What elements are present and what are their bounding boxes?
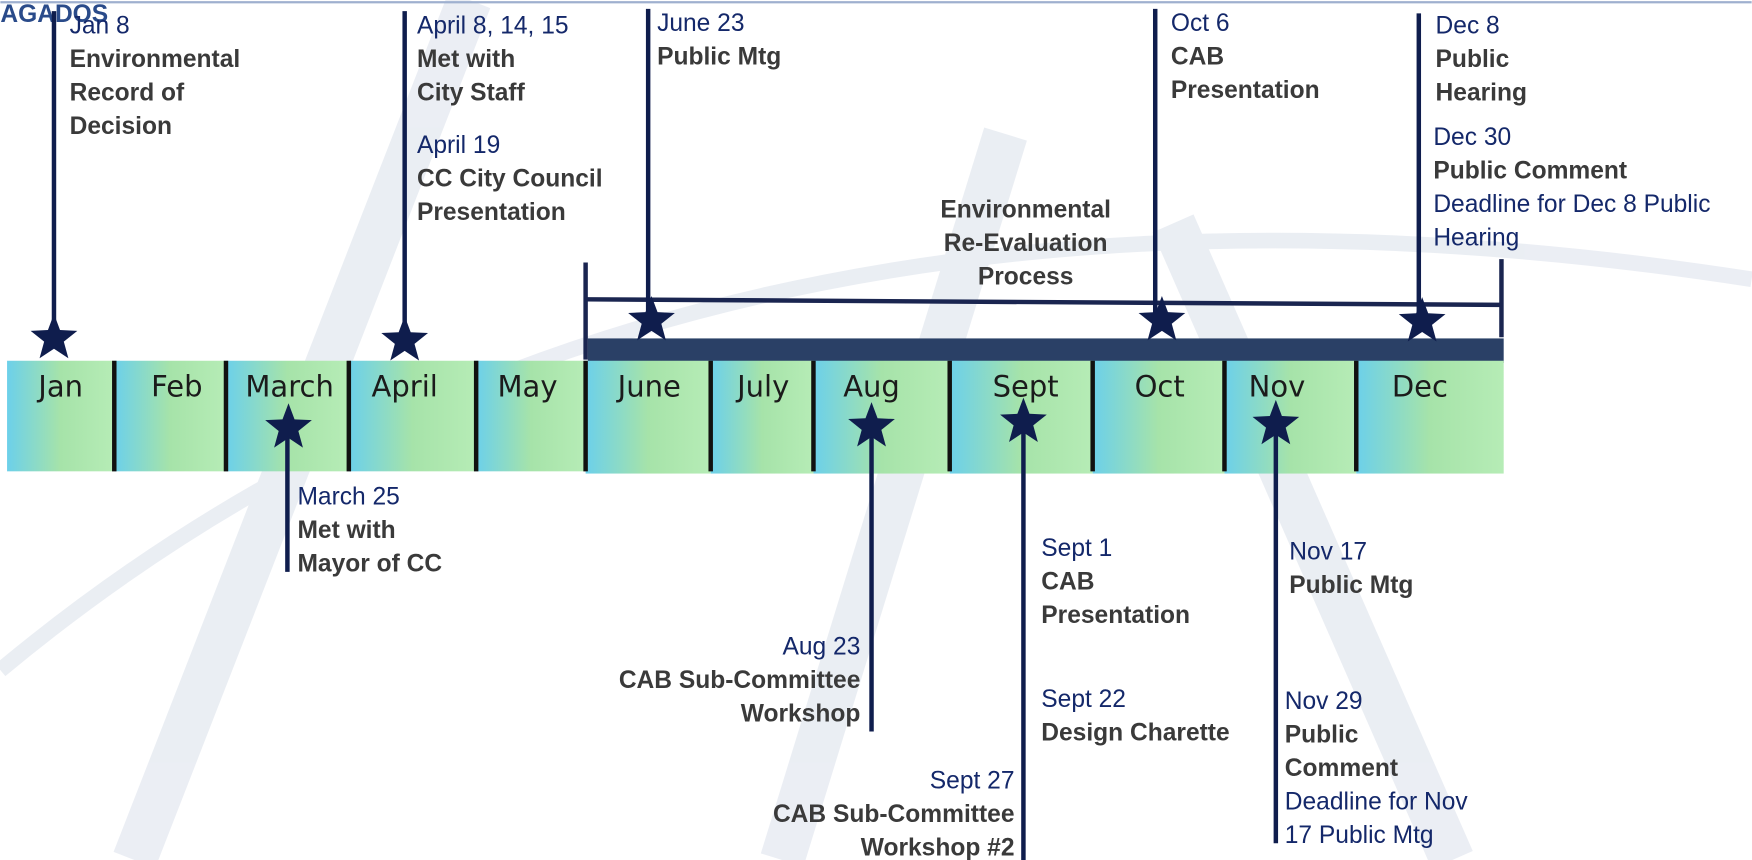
event-title: Presentation — [1171, 77, 1320, 104]
milestone-star — [381, 316, 428, 360]
event-date: Dec 30 — [1433, 124, 1511, 151]
month-label: June — [616, 370, 681, 404]
milestone-star — [31, 314, 78, 358]
event-date: Oct 6 — [1171, 10, 1230, 37]
event-title: CAB — [1171, 44, 1224, 71]
month-label: May — [498, 370, 558, 404]
event-note: Deadline for Dec 8 Public — [1433, 191, 1710, 218]
month-label: April — [372, 370, 438, 404]
process-label: Process — [978, 264, 1074, 291]
event-date: April 19 — [417, 132, 500, 159]
event-title: Met with — [417, 46, 515, 73]
event-date: Sept 27 — [930, 767, 1015, 794]
event-date: Sept 22 — [1041, 686, 1126, 713]
event-title: Mayor of CC — [297, 551, 442, 578]
event-title: CAB Sub-Committee — [773, 801, 1015, 828]
process-label: Environmental — [940, 197, 1111, 224]
month-label: Feb — [151, 370, 202, 404]
event-title: Presentation — [1041, 602, 1190, 629]
month-label: July — [735, 370, 789, 404]
event-note: Deadline for Nov — [1285, 789, 1469, 816]
event-date: March 25 — [297, 484, 399, 511]
event-title: Workshop #2 — [861, 834, 1015, 860]
month-label: Nov — [1249, 370, 1306, 404]
month-label: Dec — [1392, 370, 1448, 404]
event-title: Public — [1285, 722, 1359, 749]
event-title: Hearing — [1436, 79, 1527, 106]
event-date: April 8, 14, 15 — [417, 12, 569, 39]
month-label: Sept — [993, 370, 1059, 404]
month-label: March — [245, 370, 333, 404]
event-date: Aug 23 — [783, 633, 861, 660]
event-title: Public Mtg — [657, 44, 781, 71]
event-title: CC City Council — [417, 165, 603, 192]
event-title: Environmental — [70, 46, 241, 73]
event-date: Dec 8 — [1436, 12, 1500, 39]
event-title: Public Comment — [1433, 157, 1627, 184]
page: {"logo": "AGADOS", "months": ["Jan", "Fe… — [0, 0, 1752, 860]
event-title: Record of — [70, 79, 185, 106]
event-title: CAB Sub-Committee — [619, 667, 861, 694]
event-title: Decision — [70, 113, 172, 140]
event-title: Presentation — [417, 199, 566, 226]
event-title: Design Charette — [1041, 719, 1229, 746]
event-date: Nov 17 — [1289, 538, 1367, 565]
event-title: Public — [1436, 46, 1510, 73]
event-title: Comment — [1285, 755, 1398, 782]
event-date: Nov 29 — [1285, 688, 1363, 715]
process-label: Re-Evaluation — [944, 230, 1108, 257]
timeline: AGADOS JanFebMarchAprilMayJuneJulyAugSep… — [0, 0, 1752, 860]
event-title: Met with — [297, 517, 395, 544]
event-title: CAB — [1041, 568, 1094, 595]
event-note: Hearing — [1433, 224, 1519, 251]
event-note: 17 Public Mtg — [1285, 822, 1434, 849]
event-date: Sept 1 — [1041, 535, 1112, 562]
event-title: Public Mtg — [1289, 572, 1413, 599]
month-label: Jan — [36, 370, 83, 404]
event-title: City Staff — [417, 79, 526, 106]
event-title: Workshop — [741, 700, 861, 727]
event-date: June 23 — [657, 10, 744, 37]
month-label: Oct — [1135, 370, 1185, 404]
process-bar — [588, 338, 1504, 363]
event-date: Jan 8 — [70, 12, 130, 39]
month-label: Aug — [843, 370, 900, 404]
